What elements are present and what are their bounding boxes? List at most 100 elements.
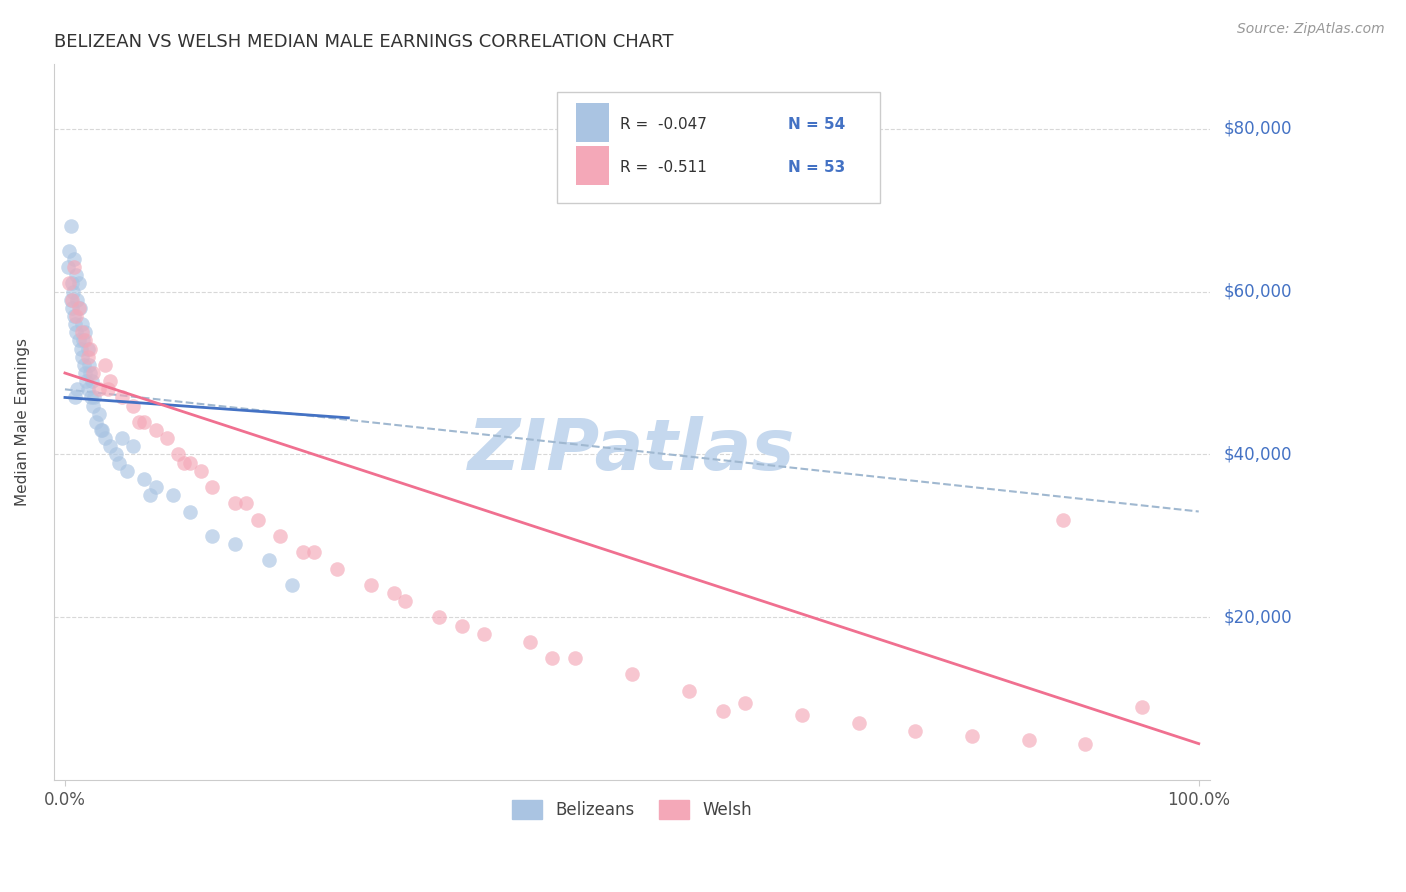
Point <box>246 513 269 527</box>
Point <box>1052 513 1074 527</box>
Point <box>678 683 700 698</box>
Point <box>59 293 82 307</box>
Point <box>82 399 104 413</box>
Text: N = 53: N = 53 <box>787 160 845 175</box>
Point <box>66 293 89 307</box>
Point <box>76 382 98 396</box>
Point <box>98 374 121 388</box>
Point <box>394 594 416 608</box>
Point <box>201 529 224 543</box>
Point <box>280 578 302 592</box>
Point <box>73 358 96 372</box>
Point <box>59 219 82 234</box>
Point <box>67 334 90 348</box>
Point <box>60 293 83 307</box>
Point <box>117 464 139 478</box>
Point <box>80 391 103 405</box>
FancyBboxPatch shape <box>576 103 609 143</box>
Point <box>382 586 405 600</box>
Point <box>145 423 167 437</box>
Point <box>122 399 145 413</box>
Text: Source: ZipAtlas.com: Source: ZipAtlas.com <box>1237 22 1385 37</box>
Point <box>201 480 224 494</box>
Point <box>91 423 114 437</box>
FancyBboxPatch shape <box>576 146 609 186</box>
Point <box>98 439 121 453</box>
Point <box>63 317 86 331</box>
Point <box>564 651 586 665</box>
Point <box>63 260 86 274</box>
Point <box>75 366 97 380</box>
Point <box>58 244 80 258</box>
Point <box>848 716 870 731</box>
Point <box>90 423 112 437</box>
Text: BELIZEAN VS WELSH MEDIAN MALE EARNINGS CORRELATION CHART: BELIZEAN VS WELSH MEDIAN MALE EARNINGS C… <box>53 33 673 51</box>
Point <box>304 545 326 559</box>
Point <box>65 309 87 323</box>
Point <box>58 260 80 274</box>
Point <box>69 301 91 315</box>
Point <box>450 618 472 632</box>
Point <box>65 268 87 283</box>
Point <box>134 415 156 429</box>
Point <box>190 464 212 478</box>
Point <box>76 350 98 364</box>
Point <box>72 334 94 348</box>
Point <box>67 301 90 315</box>
Point <box>292 545 315 559</box>
Point <box>179 504 201 518</box>
Point <box>76 342 98 356</box>
Point <box>63 391 86 405</box>
Point <box>70 317 93 331</box>
Point <box>79 366 101 380</box>
Point <box>63 252 86 266</box>
Point <box>66 382 89 396</box>
Point <box>173 456 195 470</box>
Text: R =  -0.511: R = -0.511 <box>620 160 707 175</box>
Point <box>111 431 134 445</box>
Point <box>156 431 179 445</box>
Point <box>93 358 115 372</box>
Legend: Belizeans, Welsh: Belizeans, Welsh <box>505 793 759 826</box>
Point <box>93 431 115 445</box>
Text: R =  -0.047: R = -0.047 <box>620 117 707 132</box>
Point <box>79 342 101 356</box>
Point <box>269 529 291 543</box>
Point <box>162 488 184 502</box>
Point <box>77 358 100 372</box>
Point <box>179 456 201 470</box>
Point <box>67 277 90 291</box>
Point <box>1018 732 1040 747</box>
Point <box>84 415 107 429</box>
Point <box>960 729 983 743</box>
Point <box>76 374 98 388</box>
Point <box>82 366 104 380</box>
Text: N = 54: N = 54 <box>787 117 845 132</box>
Point <box>711 704 734 718</box>
Point <box>1130 700 1153 714</box>
Point <box>224 537 246 551</box>
Point <box>427 610 450 624</box>
Point <box>145 480 167 494</box>
Point <box>104 448 127 462</box>
Point <box>63 309 86 323</box>
Point <box>60 301 83 315</box>
Point <box>97 382 120 396</box>
Point <box>167 448 190 462</box>
Point <box>1074 737 1097 751</box>
Point <box>128 415 150 429</box>
Point <box>60 277 83 291</box>
Point <box>108 456 131 470</box>
Point <box>69 342 91 356</box>
Text: ZIPatlas: ZIPatlas <box>468 416 796 485</box>
Point <box>65 326 87 340</box>
Point <box>87 382 110 396</box>
Text: $80,000: $80,000 <box>1225 120 1292 137</box>
Point <box>790 708 813 723</box>
Point <box>70 350 93 364</box>
Point <box>139 488 162 502</box>
FancyBboxPatch shape <box>557 92 880 203</box>
Point <box>83 391 105 405</box>
Point <box>904 724 927 739</box>
Point <box>82 374 104 388</box>
